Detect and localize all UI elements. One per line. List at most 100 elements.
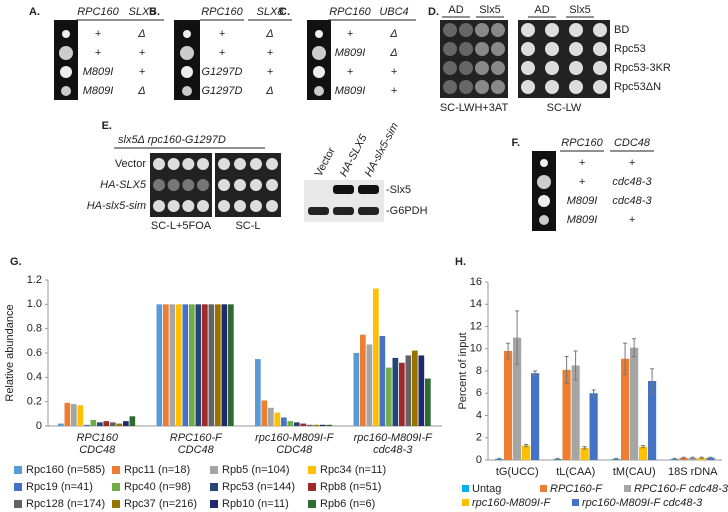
bar — [360, 334, 366, 426]
error-bar — [524, 443, 529, 448]
yeast-spot — [182, 179, 195, 191]
yeast-spot — [593, 61, 607, 75]
genotype: cdc48-3 — [612, 195, 652, 207]
genotype: M809I — [335, 85, 366, 97]
bar — [287, 421, 294, 426]
row-label: Rpc53-3KR — [614, 62, 671, 74]
legend-label: Untag — [472, 483, 501, 495]
panel-label: A. — [29, 6, 40, 18]
legend-label: Rpc128 (n=174) — [26, 498, 105, 510]
yeast-spot — [183, 30, 191, 38]
genotype: Δ — [265, 85, 273, 97]
panel-label: H. — [455, 256, 466, 268]
bar — [195, 304, 202, 426]
error-bar — [614, 457, 619, 460]
bar — [215, 304, 221, 426]
bar — [320, 424, 326, 426]
bar — [71, 404, 77, 426]
yeast-spot — [475, 80, 489, 94]
error-bar — [582, 446, 587, 450]
yeast-spot — [182, 200, 195, 212]
yeast-spot — [59, 46, 73, 60]
error-bar — [672, 457, 677, 460]
bar — [129, 416, 136, 426]
bar — [255, 359, 261, 426]
yeast-spot — [62, 30, 70, 38]
bar — [268, 407, 274, 426]
legend-label: Rpc160 (n=585) — [26, 464, 105, 476]
y-tick-label: 1.2 — [27, 274, 42, 286]
genotype: + — [219, 28, 226, 40]
legend-label: Rpc34 (n=11) — [320, 464, 386, 476]
error-bar — [506, 342, 511, 360]
band-label: -Slx5 — [386, 184, 411, 196]
legend-label: Rpb8 (n=51) — [320, 481, 381, 493]
y-tick-label: 1.0 — [27, 298, 42, 310]
genotype: + — [579, 176, 586, 188]
row-label: BD — [614, 24, 629, 36]
yeast-spot — [250, 200, 262, 212]
bar — [630, 347, 639, 460]
genotype: + — [579, 157, 586, 169]
genotype: + — [391, 66, 398, 78]
legend-label: rpc160-M809I-F — [472, 497, 552, 509]
y-tick-label: 0 — [36, 420, 42, 432]
bar — [425, 378, 431, 426]
legend-label: RPC160-F cdc48-3 — [634, 483, 728, 495]
genotype: M809I — [567, 195, 598, 207]
bar — [64, 402, 71, 426]
yeast-spot — [234, 158, 246, 170]
yeast-spot — [593, 42, 607, 56]
genotype-header: UBC4 — [379, 6, 408, 18]
yeast-spot — [443, 80, 457, 94]
yeast-spot — [540, 159, 548, 167]
y-tick-label: 12 — [470, 320, 482, 332]
bar — [562, 369, 571, 460]
bar — [176, 304, 182, 426]
bar — [58, 423, 64, 426]
bar — [156, 304, 163, 426]
genotype: + — [347, 28, 354, 40]
bar — [307, 424, 313, 426]
genotype-header: SLX5 — [129, 6, 157, 18]
yeast-spot — [521, 23, 535, 37]
yeast-spot — [314, 86, 324, 96]
plate-label: SC-LW — [547, 102, 582, 114]
bar — [163, 304, 169, 426]
bar — [706, 457, 715, 460]
bar — [77, 405, 84, 426]
bar — [412, 350, 418, 426]
yeast-spot — [197, 179, 209, 191]
genotype-header: RPC160 — [77, 6, 119, 18]
legend-label: Rpc40 (n=98) — [124, 481, 191, 493]
genotype: + — [139, 47, 146, 59]
legend-swatch — [308, 466, 316, 474]
bar — [313, 424, 320, 426]
bar — [580, 447, 589, 460]
bar — [405, 355, 412, 426]
panel-label: E. — [102, 120, 112, 132]
yeast-spot — [475, 61, 489, 75]
legend-label: rpc160-M809I-F cdc48-3 — [582, 497, 703, 509]
column-header: AD — [534, 4, 549, 16]
error-bar — [533, 370, 538, 376]
y-tick-label: 14 — [470, 298, 482, 310]
legend-label: Rpc19 (n=41) — [26, 481, 93, 493]
legend-swatch — [462, 499, 469, 506]
yeast-spot — [545, 61, 559, 75]
bar — [373, 288, 379, 426]
yeast-spot — [197, 200, 209, 212]
yeast-spot — [181, 66, 193, 78]
yeast-spot — [61, 86, 71, 96]
bar — [621, 358, 630, 460]
error-bar — [555, 457, 560, 460]
legend-swatch — [112, 483, 120, 491]
bar — [261, 400, 268, 426]
panel-label: C. — [279, 6, 290, 18]
error-bar — [623, 342, 628, 375]
bar — [386, 367, 392, 426]
yeast-spot — [218, 179, 230, 191]
error-bar — [497, 457, 502, 460]
yeast-spot — [443, 23, 457, 37]
